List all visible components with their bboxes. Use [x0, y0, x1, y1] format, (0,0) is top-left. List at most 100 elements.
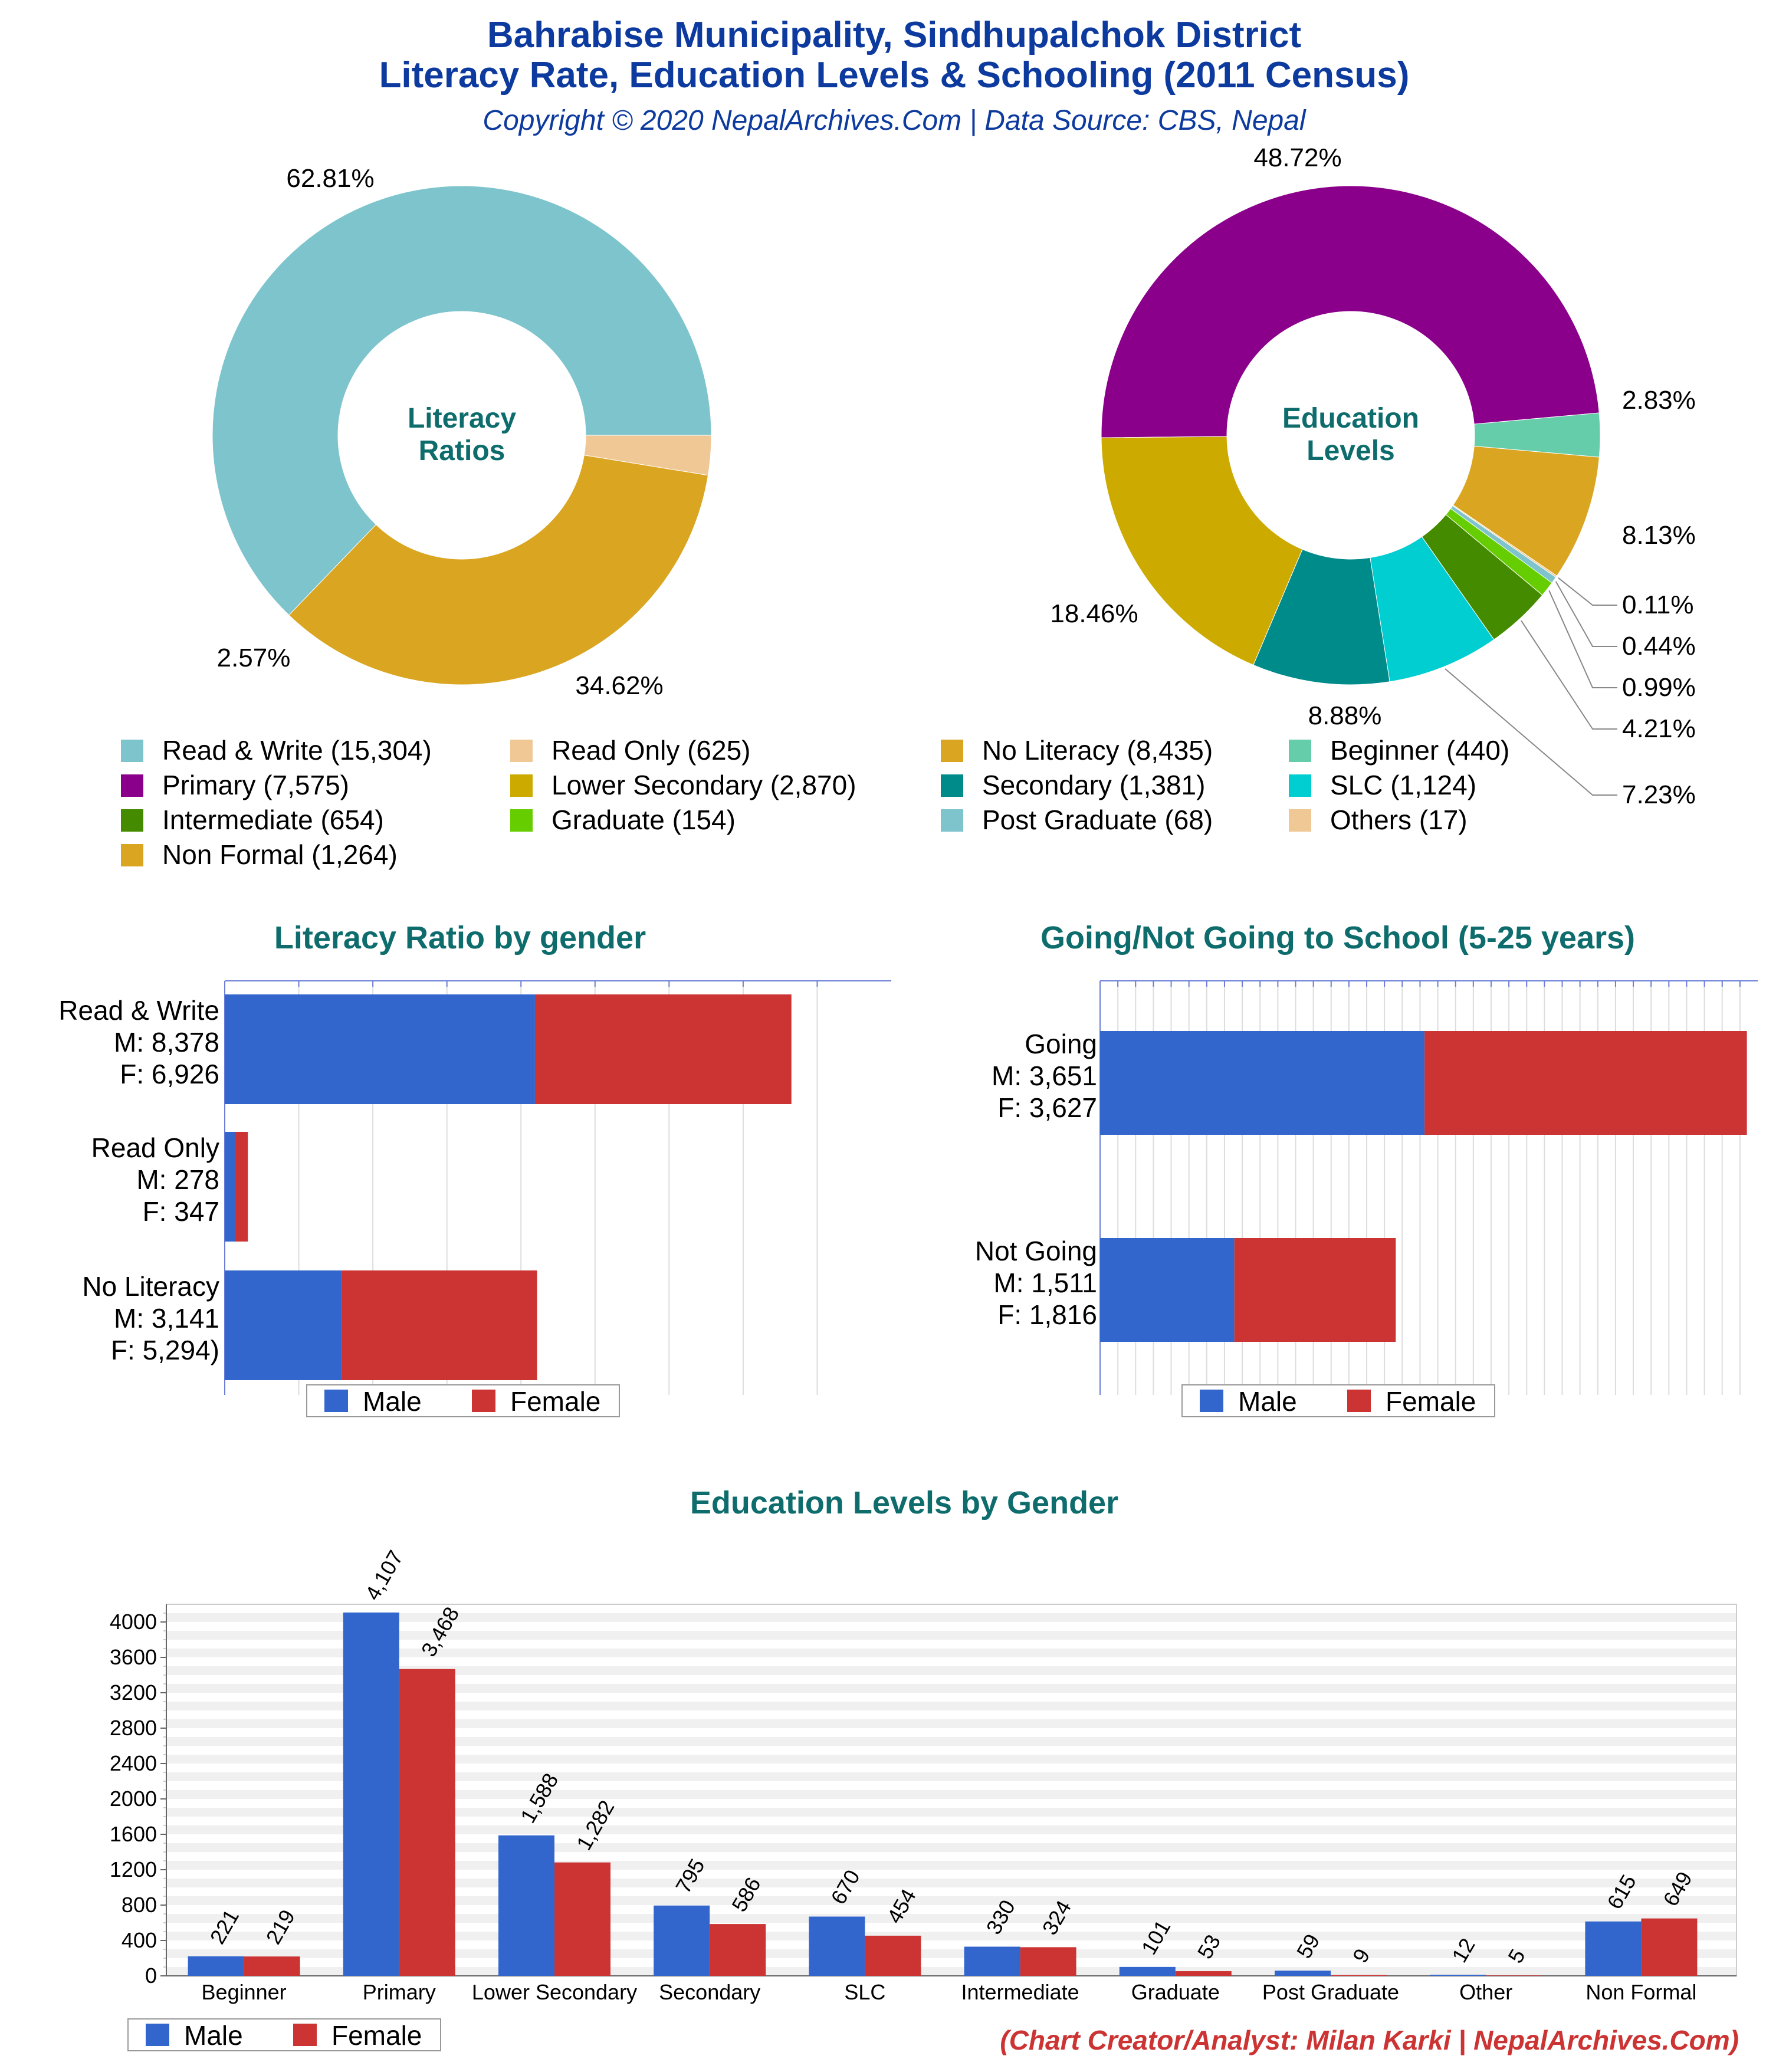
pct-label-secondary: 8.88%	[1308, 701, 1382, 730]
background-band	[166, 1755, 1737, 1764]
education-pct-labels: 48.72% 2.83% 8.13% 0.11% 0.44% 0.99% 4.21% 7.23…	[1050, 143, 1695, 809]
school-title: Going/Not Going to School (5-25 years)	[1040, 920, 1635, 955]
legend-label-intermediate-654: Intermediate (654)	[162, 804, 384, 835]
pct-label-read-write: 62.81%	[286, 164, 374, 193]
x-tick-label-secondary: Secondary	[659, 1980, 760, 2004]
y-tick-label-3600: 3600	[110, 1645, 157, 1669]
bar-no-literacy-male	[225, 1270, 342, 1380]
bar-non-formal-male	[1585, 1921, 1642, 1976]
legend-swatch-others-17	[1289, 809, 1311, 832]
pct-label-others: 0.11%	[1622, 590, 1694, 619]
bar-non-formal-female	[1641, 1918, 1698, 1976]
legend-label-non-formal-1-264: Non Formal (1,264)	[162, 839, 398, 870]
legend-label-lower-secondary-2-870: Lower Secondary (2,870)	[552, 770, 856, 800]
category-label-no-literacy-2: F: 5,294)	[111, 1335, 219, 1365]
x-tick-label-non-formal: Non Formal	[1586, 1980, 1696, 2004]
education-gender-title: Education Levels by Gender	[690, 1485, 1118, 1521]
bar-intermediate-male	[964, 1946, 1020, 1976]
legend-label-male: Male	[363, 1386, 422, 1417]
legend-swatch-male	[146, 2024, 169, 2046]
bar-beginner-female	[244, 1956, 300, 1976]
education-levels-donut	[1101, 185, 1601, 685]
legend-swatch-lower-secondary-2-870	[510, 774, 533, 797]
pct-label-graduate: 0.99%	[1622, 673, 1696, 702]
legend-label-female: Female	[1386, 1386, 1476, 1417]
category-label-no-literacy-0: No Literacy	[82, 1271, 219, 1302]
legend-swatch-female	[293, 2024, 317, 2046]
value-label-post-graduate-female: 9	[1348, 1945, 1375, 1967]
legend-label-read-only-625: Read Only (625)	[552, 735, 751, 766]
pct-label-no-literacy: 34.62%	[575, 671, 663, 700]
bar-graduate-female	[1175, 1971, 1232, 1976]
leader-line-slc	[1445, 668, 1617, 796]
background-band	[166, 1702, 1737, 1710]
legend-swatch-female	[1347, 1390, 1371, 1412]
legend-label-graduate-154: Graduate (154)	[552, 804, 736, 835]
literacy-ratio-donut	[212, 185, 712, 685]
category-label-not-going-2: F: 1,816	[997, 1299, 1097, 1330]
bar-post-graduate-female	[1331, 1975, 1387, 1976]
bar-primary-female	[399, 1669, 455, 1976]
legend-label-beginner-440: Beginner (440)	[1330, 735, 1509, 766]
category-label-not-going-0: Not Going	[975, 1236, 1097, 1266]
category-label-going-1: M: 3,651	[992, 1060, 1097, 1091]
pct-label-primary: 48.72%	[1253, 143, 1341, 172]
pct-label-read-only: 2.57%	[217, 643, 291, 672]
pie-legend: Read & Write (15,304) Read Only (625) No L…	[121, 735, 1509, 870]
legend-label-read-write-15-304: Read & Write (15,304)	[162, 735, 432, 766]
bar-beginner-male	[188, 1956, 244, 1976]
background-band	[166, 1825, 1737, 1834]
category-label-going-2: F: 3,627	[997, 1092, 1097, 1123]
value-label-primary-male: 4,107	[360, 1546, 408, 1604]
legend-label-female: Female	[510, 1386, 600, 1417]
y-tick-label-3200: 3200	[110, 1680, 157, 1705]
subtitle: Copyright © 2020 NepalArchives.Com | Dat…	[482, 105, 1306, 136]
x-tick-label-post-graduate: Post Graduate	[1262, 1980, 1399, 2004]
category-label-read-write-1: M: 8,378	[114, 1027, 219, 1058]
y-tick-label-800: 800	[122, 1893, 157, 1917]
legend-swatch-male	[324, 1390, 348, 1412]
legend-swatch-non-formal-1-264	[121, 844, 143, 866]
legend-label-female: Female	[331, 2020, 422, 2051]
background-band	[166, 1808, 1737, 1817]
background-band	[166, 1843, 1737, 1852]
legend-label-others-17: Others (17)	[1330, 804, 1468, 835]
legend-swatch-graduate-154	[510, 809, 533, 832]
bar-secondary-male	[654, 1905, 710, 1976]
legend-label-post-graduate-68: Post Graduate (68)	[982, 804, 1213, 835]
legend-swatch-post-graduate-68	[941, 809, 963, 832]
education-donut-center-line-2: Levels	[1307, 435, 1394, 467]
bar-other-female	[1486, 1975, 1542, 1976]
category-label-going-0: Going	[1025, 1029, 1097, 1059]
leader-line-graduate	[1548, 590, 1617, 688]
bar-going-female	[1424, 1031, 1747, 1135]
pct-label-intermediate: 4.21%	[1622, 714, 1696, 743]
legend-swatch-slc-1-124	[1289, 774, 1311, 797]
pct-label-post-graduate: 0.44%	[1622, 632, 1696, 661]
y-tick-label-2000: 2000	[110, 1787, 157, 1811]
category-label-read-only-1: M: 278	[136, 1164, 219, 1195]
legend-label-male: Male	[1238, 1386, 1297, 1417]
legend-swatch-beginner-440	[1289, 740, 1311, 762]
bar-lower-secondary-male	[498, 1835, 554, 1976]
y-tick-label-400: 400	[122, 1928, 157, 1952]
background-band	[166, 1737, 1737, 1746]
title-line-1: Bahrabise Municipality, Sindhupalchok Di…	[487, 15, 1301, 55]
literacy-donut-center-line-1: Literacy	[408, 403, 516, 434]
value-label-other-female: 5	[1503, 1945, 1530, 1967]
bar-going-male	[1100, 1031, 1425, 1135]
background-band	[166, 1719, 1737, 1728]
legend-swatch-read-write-15-304	[121, 740, 143, 762]
category-label-no-literacy-1: M: 3,141	[114, 1303, 219, 1334]
legend-box	[306, 1384, 620, 1417]
x-tick-label-lower-secondary: Lower Secondary	[472, 1980, 637, 2004]
bar-slc-female	[865, 1935, 921, 1976]
bar-slc-male	[809, 1916, 865, 1976]
slice-read-write	[212, 185, 712, 616]
x-tick-label-beginner: Beginner	[202, 1980, 287, 2004]
value-label-beginner-male: 221	[205, 1905, 244, 1948]
y-tick-label-1200: 1200	[110, 1857, 157, 1881]
background-band	[166, 1631, 1737, 1640]
